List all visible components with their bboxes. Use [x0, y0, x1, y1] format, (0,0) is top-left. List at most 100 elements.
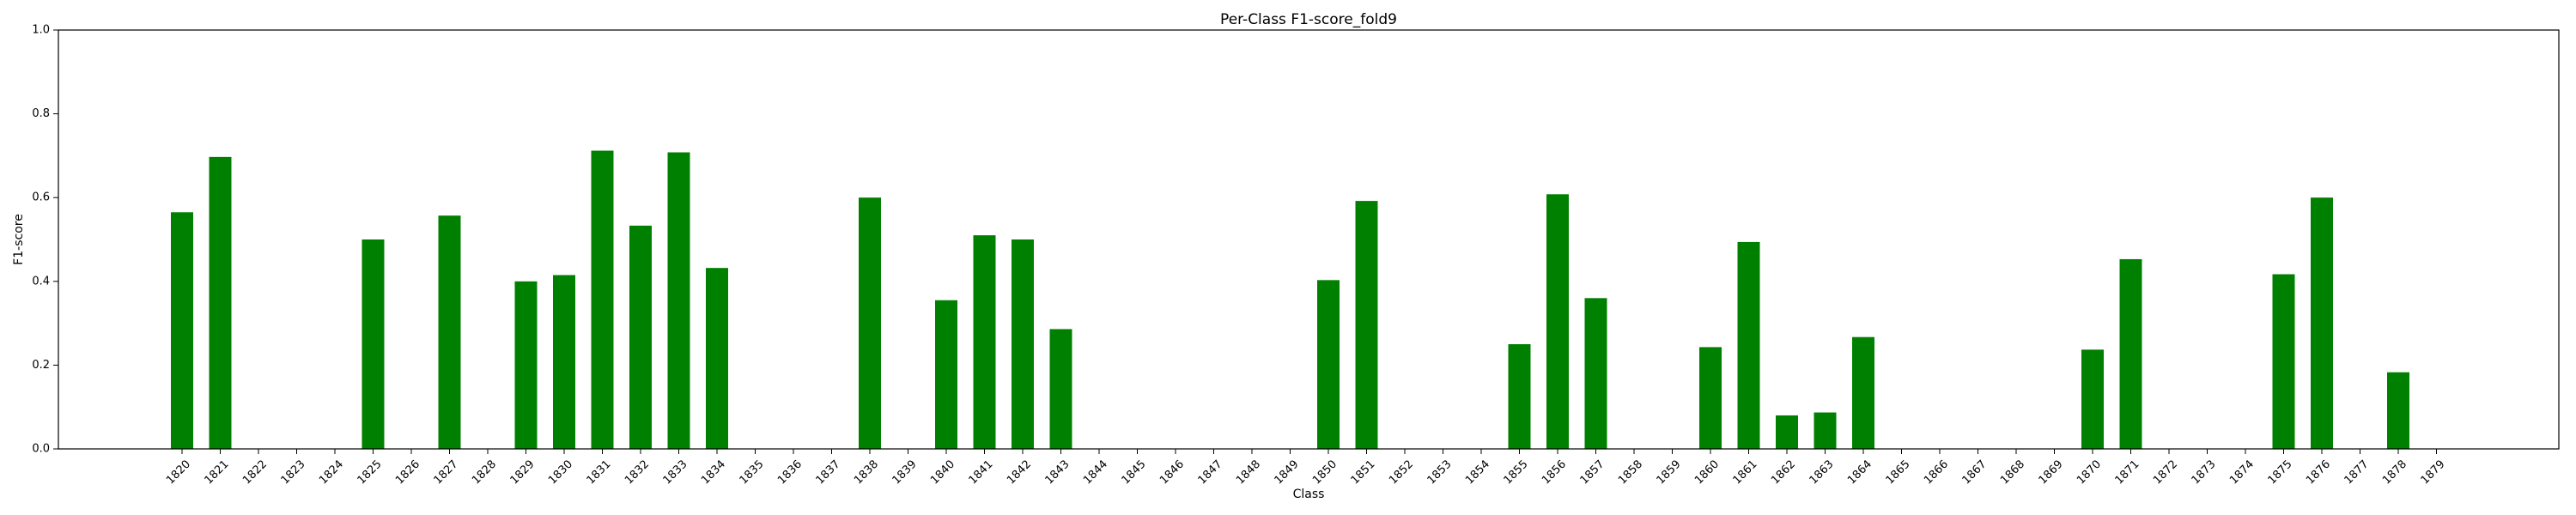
x-tick-label-1830: 1830: [546, 457, 575, 487]
bar-1834: [706, 268, 728, 449]
x-tick-label-1832: 1832: [623, 457, 652, 487]
x-tick-label-1824: 1824: [317, 457, 346, 487]
bar-1842: [1012, 239, 1034, 449]
x-axis: 1820 1821 1822 1823 1824 1825 1826 1827 1828 1829…: [164, 449, 2448, 487]
bar-1850: [1317, 280, 1340, 449]
plot-frame: [58, 29, 2560, 450]
bar-1864: [1852, 336, 1874, 449]
x-tick-label-1822: 1822: [240, 457, 270, 487]
bar-1862: [1776, 415, 1798, 449]
x-tick-label-1866: 1866: [1922, 457, 1951, 487]
x-tick-label-1853: 1853: [1425, 457, 1455, 487]
bar-1841: [973, 235, 996, 449]
x-tick-label-1869: 1869: [2037, 457, 2066, 487]
x-tick-label-1847: 1847: [1196, 457, 1225, 487]
x-tick-label-1868: 1868: [1998, 457, 2027, 487]
x-tick-label-1840: 1840: [928, 457, 957, 487]
bar-1851: [1355, 201, 1378, 449]
bar-1832: [629, 225, 652, 449]
bar-1861: [1737, 241, 1760, 449]
x-tick-label-1843: 1843: [1043, 457, 1072, 487]
bar-1833: [667, 152, 690, 449]
x-tick-label-1852: 1852: [1387, 457, 1416, 487]
x-tick-label-1857: 1857: [1578, 457, 1607, 487]
bar-1831: [591, 150, 614, 450]
x-tick-label-1872: 1872: [2151, 457, 2180, 487]
bar-1870: [2081, 349, 2104, 449]
x-tick-label-1861: 1861: [1731, 457, 1760, 487]
bar-1856: [1546, 194, 1569, 450]
bar-1876: [2311, 197, 2333, 449]
y-axis: 0.0 0.2 0.4 0.6 0.8 1.0: [32, 24, 58, 456]
x-tick-label-1850: 1850: [1310, 457, 1340, 487]
x-tick-label-1865: 1865: [1884, 457, 1913, 487]
x-tick-label-1829: 1829: [508, 457, 538, 487]
x-tick-label-1873: 1873: [2190, 457, 2219, 487]
x-tick-label-1864: 1864: [1845, 457, 1874, 487]
x-tick-label-1846: 1846: [1157, 457, 1187, 487]
x-tick-label-1838: 1838: [852, 457, 881, 487]
x-tick-label-1820: 1820: [164, 457, 193, 487]
bar-1827: [438, 215, 461, 449]
y-tick-label-0.0: 0.0: [32, 443, 50, 456]
x-tick-label-1874: 1874: [2227, 457, 2257, 487]
x-tick-label-1878: 1878: [2380, 457, 2409, 487]
y-tick-label-0.4: 0.4: [32, 275, 50, 288]
y-tick-label-0.8: 0.8: [32, 107, 50, 120]
x-tick-label-1844: 1844: [1081, 457, 1110, 487]
x-tick-label-1835: 1835: [738, 457, 767, 487]
x-tick-label-1870: 1870: [2075, 457, 2104, 487]
x-tick-label-1823: 1823: [279, 457, 308, 487]
x-tick-label-1849: 1849: [1273, 457, 1302, 487]
bar-1857: [1584, 298, 1607, 449]
x-tick-label-1877: 1877: [2342, 457, 2372, 487]
y-axis-label: F1-score: [12, 214, 26, 265]
x-tick-label-1879: 1879: [2419, 457, 2448, 487]
bar-1838: [859, 197, 881, 449]
x-tick-label-1841: 1841: [967, 457, 996, 487]
x-tick-label-1828: 1828: [470, 457, 499, 487]
bar-1878: [2387, 372, 2409, 449]
bar-1820: [171, 212, 193, 449]
bar-1871: [2119, 258, 2142, 449]
x-tick-label-1863: 1863: [1807, 457, 1837, 487]
bar-1830: [553, 275, 575, 449]
x-tick-label-1858: 1858: [1616, 457, 1645, 487]
x-tick-label-1845: 1845: [1120, 457, 1149, 487]
chart-title: Per-Class F1-score_fold9: [1220, 11, 1397, 28]
bar-1829: [514, 281, 538, 449]
x-tick-label-1851: 1851: [1349, 457, 1378, 487]
y-tick-label-1.0: 1.0: [32, 24, 50, 37]
x-tick-label-1831: 1831: [585, 457, 614, 487]
x-tick-label-1834: 1834: [699, 457, 728, 487]
bar-1875: [2272, 274, 2295, 449]
x-tick-label-1827: 1827: [432, 457, 461, 487]
y-tick-label-0.6: 0.6: [32, 191, 50, 204]
bar-1825: [361, 239, 385, 449]
x-tick-label-1821: 1821: [203, 457, 232, 487]
x-tick-label-1837: 1837: [814, 457, 843, 487]
x-tick-label-1856: 1856: [1540, 457, 1569, 487]
y-tick-label-0.2: 0.2: [32, 359, 50, 372]
x-tick-label-1825: 1825: [355, 457, 385, 487]
x-tick-label-1848: 1848: [1234, 457, 1263, 487]
bars-group: [171, 150, 2409, 450]
x-tick-label-1875: 1875: [2266, 457, 2295, 487]
x-tick-label-1826: 1826: [393, 457, 422, 487]
x-tick-label-1839: 1839: [890, 457, 920, 487]
x-tick-label-1862: 1862: [1769, 457, 1798, 487]
x-tick-label-1859: 1859: [1655, 457, 1684, 487]
x-tick-label-1854: 1854: [1463, 457, 1492, 487]
x-tick-label-1876: 1876: [2304, 457, 2333, 487]
bar-1840: [935, 300, 957, 449]
x-tick-label-1867: 1867: [1960, 457, 1990, 487]
x-tick-label-1842: 1842: [1005, 457, 1034, 487]
x-tick-label-1855: 1855: [1502, 457, 1531, 487]
bar-1855: [1508, 344, 1531, 449]
bar-1843: [1049, 329, 1072, 449]
x-tick-label-1860: 1860: [1692, 457, 1722, 487]
bar-1863: [1814, 412, 1837, 449]
x-axis-label: Class: [1293, 488, 1325, 501]
bar-1821: [209, 156, 232, 450]
